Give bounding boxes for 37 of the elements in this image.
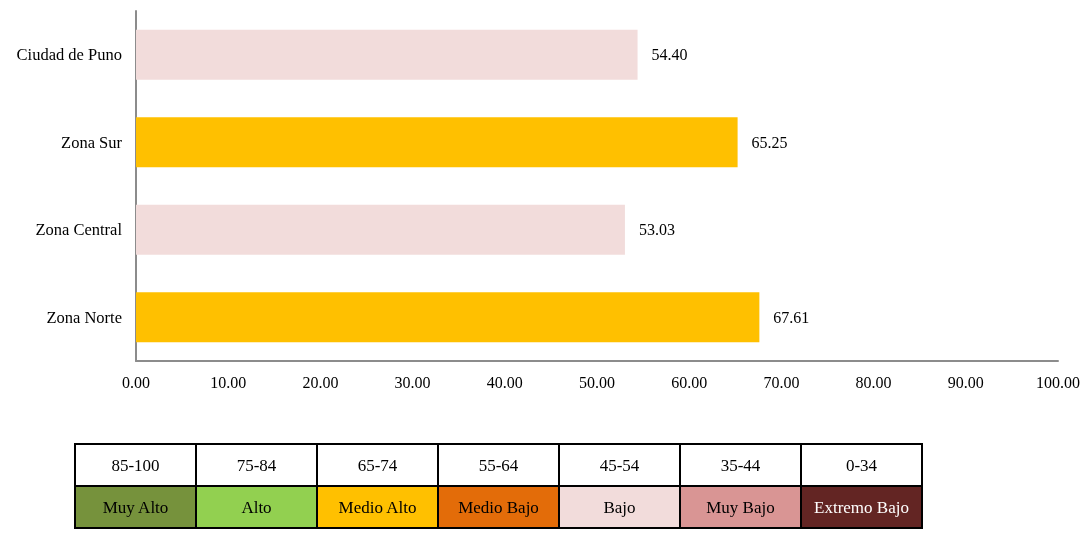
bar bbox=[136, 29, 638, 80]
x-tick-label: 40.00 bbox=[486, 373, 523, 391]
text: 85-100 bbox=[75, 444, 196, 486]
data-label: 53.03 bbox=[638, 221, 675, 239]
text: 35-44 bbox=[680, 444, 801, 486]
x-tick-label: 100.00 bbox=[1036, 373, 1080, 391]
text: 0-34 bbox=[801, 444, 922, 486]
category-label: Alto bbox=[196, 486, 317, 528]
bar bbox=[136, 292, 760, 343]
y-tick-label: Zona Sur bbox=[61, 132, 123, 152]
category-label: Extremo Bajo bbox=[801, 486, 922, 528]
data-label: 67.61 bbox=[773, 308, 810, 326]
bar bbox=[136, 117, 738, 168]
x-tick-label: 10.00 bbox=[210, 373, 247, 391]
data-label: 65.25 bbox=[751, 133, 788, 151]
y-tick-label: Zona Central bbox=[35, 220, 123, 240]
category-label: Medio Bajo bbox=[438, 486, 559, 528]
x-tick-label: 90.00 bbox=[947, 373, 984, 391]
category-label: Bajo bbox=[559, 486, 680, 528]
data-label: 54.40 bbox=[651, 46, 688, 64]
text: 55-64 bbox=[438, 444, 559, 486]
y-tick-label: Zona Norte bbox=[46, 307, 122, 327]
x-tick-label: 80.00 bbox=[855, 373, 892, 391]
category-label: Muy Bajo bbox=[680, 486, 801, 528]
text: 65-74 bbox=[317, 444, 438, 486]
bar bbox=[136, 204, 625, 255]
x-tick-label: 50.00 bbox=[579, 373, 615, 391]
category-label: Medio Alto bbox=[317, 486, 438, 528]
text: 45-54 bbox=[559, 444, 680, 486]
x-tick-label: 30.00 bbox=[394, 373, 431, 391]
category-label: Muy Alto bbox=[75, 486, 196, 528]
x-tick-label: 70.00 bbox=[763, 373, 800, 391]
text: 75-84 bbox=[196, 444, 317, 486]
x-tick-label: 20.00 bbox=[302, 373, 339, 391]
x-tick-label: 60.00 bbox=[671, 373, 708, 391]
x-tick-label: 0.00 bbox=[122, 373, 150, 391]
y-tick-label: Ciudad de Puno bbox=[16, 45, 122, 65]
